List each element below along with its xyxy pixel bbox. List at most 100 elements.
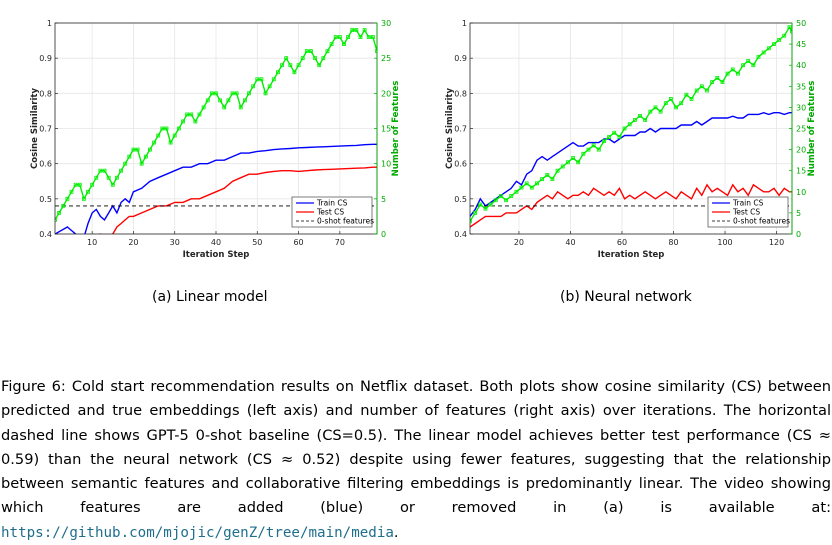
feature-count-marker <box>197 112 202 117</box>
feature-count-marker <box>622 126 627 131</box>
feature-count-marker <box>57 210 62 215</box>
feature-count-marker <box>736 71 740 76</box>
feature-count-marker <box>354 28 359 32</box>
feature-count-marker <box>214 91 218 96</box>
y2-axis-label: Number of Features <box>807 81 817 177</box>
feature-count-marker <box>333 35 338 39</box>
feature-count-marker <box>292 70 297 75</box>
feature-count-marker <box>81 196 86 201</box>
feature-count-marker <box>304 49 309 54</box>
feature-count-marker <box>185 112 190 117</box>
y-tick-label: 1 <box>462 19 467 28</box>
feature-count-marker <box>55 218 57 222</box>
y2-tick-label: 5 <box>381 195 386 204</box>
y-axis-label: Cosine Similarity <box>445 88 455 169</box>
y2-tick-label: 5 <box>796 209 801 218</box>
x-axis-label: Iteration Step <box>598 250 665 260</box>
x-tick-label: 30 <box>170 238 180 247</box>
y-tick-label: 0.9 <box>454 54 467 63</box>
x-tick-label: 40 <box>565 238 575 247</box>
feature-count-marker <box>94 175 99 180</box>
feature-count-marker <box>127 154 132 159</box>
feature-count-marker <box>689 97 694 101</box>
y2-tick-label: 30 <box>796 103 806 112</box>
feature-count-marker <box>663 101 668 106</box>
feature-count-marker <box>77 182 82 187</box>
feature-count-marker <box>152 140 156 145</box>
feature-count-marker <box>119 168 123 173</box>
feature-count-marker <box>284 56 289 61</box>
feature-count-marker <box>288 63 293 68</box>
feature-count-marker <box>123 161 128 166</box>
plot-neural-network: 20 40 60 80 100 1200.40.50.60.70.80.910510152… <box>445 19 817 260</box>
feature-count-marker <box>255 77 260 82</box>
y-tick-label: 0.5 <box>39 195 52 204</box>
feature-count-marker <box>350 28 355 32</box>
feature-count-marker <box>705 88 709 93</box>
feature-count-marker <box>139 161 144 166</box>
feature-count-marker <box>741 63 745 68</box>
feature-count-marker <box>329 42 334 46</box>
y-tick-label: 0.7 <box>39 125 52 134</box>
series-train-cs <box>55 143 377 234</box>
feature-count-marker <box>375 49 377 54</box>
feature-count-marker <box>135 147 140 152</box>
legend-entry: Test CS <box>316 208 344 217</box>
feature-count-marker <box>325 49 330 54</box>
feature-count-marker <box>201 105 206 110</box>
feature-count-marker <box>362 28 367 32</box>
feature-count-marker <box>168 140 173 145</box>
series-train-cs <box>470 111 792 217</box>
feature-count-marker <box>300 56 305 61</box>
feature-count-marker <box>176 126 181 131</box>
y2-tick-label: 20 <box>381 89 391 98</box>
feature-count-marker <box>370 35 375 39</box>
y2-tick-label: 35 <box>796 82 806 91</box>
feature-count-marker <box>679 101 684 106</box>
x-tick-label: 80 <box>668 238 678 247</box>
feature-count-marker <box>730 67 735 72</box>
feature-count-marker <box>638 113 642 118</box>
feature-count-marker <box>653 105 658 110</box>
feature-count-marker <box>106 175 111 180</box>
feature-count-marker <box>787 25 792 30</box>
feature-count-marker <box>545 173 550 177</box>
legend-box <box>291 196 373 228</box>
caption-end: . <box>393 523 399 541</box>
feature-count-marker <box>576 160 581 165</box>
y-tick-label: 0.6 <box>454 160 467 169</box>
feature-count-marker <box>205 98 210 103</box>
feature-count-marker <box>193 119 198 124</box>
feature-count-marker <box>69 189 74 194</box>
y-tick-label: 0.4 <box>454 230 467 239</box>
series-test-cs <box>98 166 377 234</box>
x-tick-label: 120 <box>769 238 784 247</box>
series-group <box>55 28 377 234</box>
feature-count-marker <box>751 63 756 68</box>
feature-count-marker <box>643 118 648 122</box>
x-tick-label: 40 <box>211 238 221 247</box>
y2-tick-label: 15 <box>381 125 391 134</box>
legend-entry: Test CS <box>732 208 760 217</box>
feature-count-marker <box>581 151 586 156</box>
y-tick-label: 0.4 <box>39 230 52 239</box>
feature-count-marker <box>710 80 715 84</box>
feature-count-marker <box>337 35 342 39</box>
legend-entry: Train CS <box>316 199 348 208</box>
feature-count-marker <box>596 147 601 152</box>
feature-count-marker <box>674 105 678 110</box>
y2-tick-label: 10 <box>381 160 391 169</box>
y2-tick-label: 40 <box>796 61 806 70</box>
x-tick-label: 60 <box>617 238 627 247</box>
feature-count-marker <box>86 189 90 194</box>
feature-count-marker <box>514 189 519 194</box>
feature-count-marker <box>164 126 169 131</box>
y-tick-label: 1 <box>47 19 52 28</box>
feature-count-marker <box>98 168 103 173</box>
caption-link[interactable]: https://github.com/mjojic/genZ/tree/main… <box>1 524 394 541</box>
plot-linear-model: 10 20 30 40 50 60 700.40.50.60.70.80.910510152… <box>30 19 401 260</box>
figure-caption: Figure 6: Cold start recommendation resu… <box>1 375 831 545</box>
feature-count-marker <box>725 71 730 76</box>
feature-count-marker <box>342 42 346 46</box>
feature-count-marker <box>143 154 148 159</box>
